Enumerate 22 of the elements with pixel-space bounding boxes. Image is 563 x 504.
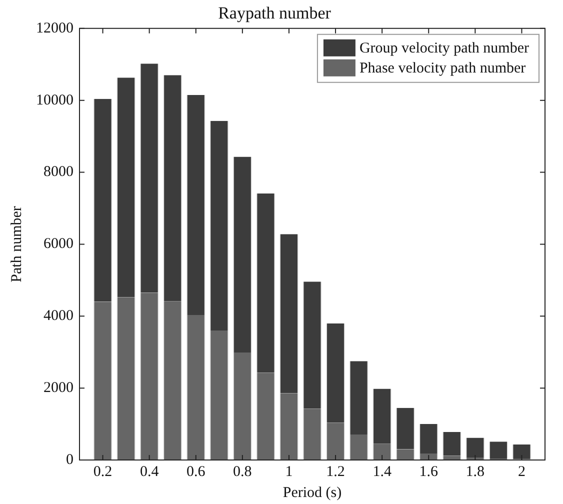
legend-label: Phase velocity path number bbox=[359, 60, 526, 76]
y-tick-label: 8000 bbox=[44, 164, 74, 180]
y-axis-title: Path number bbox=[8, 206, 25, 282]
x-tick-label: 1.8 bbox=[466, 464, 485, 480]
y-tick-label: 0 bbox=[66, 452, 74, 468]
x-tick-label: 0.4 bbox=[140, 464, 160, 480]
x-tick-label: 0.6 bbox=[186, 464, 206, 480]
y-tick-label: 10000 bbox=[36, 92, 74, 108]
y-tick-label: 6000 bbox=[44, 236, 74, 252]
x-axis-title: Period (s) bbox=[282, 484, 342, 501]
x-tick-label: 2 bbox=[518, 464, 526, 480]
x-tick-label: 1.6 bbox=[419, 464, 438, 480]
y-tick-label: 12000 bbox=[36, 20, 74, 36]
x-tick-label: 1.2 bbox=[326, 464, 345, 480]
y-tick-label: 4000 bbox=[44, 308, 74, 324]
y-tick-label: 2000 bbox=[44, 380, 74, 396]
legend-label: Group velocity path number bbox=[359, 40, 530, 56]
x-tick-label: 1 bbox=[285, 464, 293, 480]
x-tick-label: 0.2 bbox=[93, 464, 112, 480]
chart-title: Raypath number bbox=[218, 4, 332, 23]
x-tick-label: 0.8 bbox=[233, 464, 252, 480]
x-tick-label: 1.4 bbox=[372, 464, 392, 480]
